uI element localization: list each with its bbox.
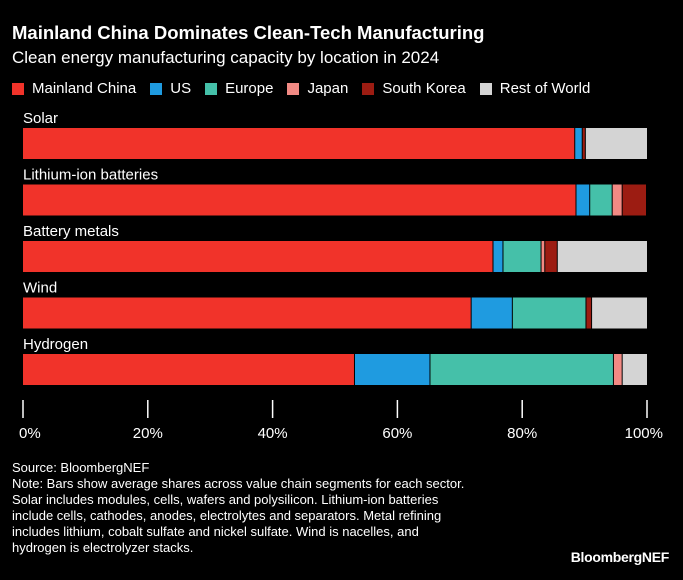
bar-segment — [23, 297, 471, 329]
note-line: Note: Bars show average shares across va… — [12, 476, 465, 491]
bar-segment — [545, 241, 557, 272]
legend: Mainland China US Europe Japan South Korea Re… — [12, 80, 604, 97]
bar-segment — [557, 241, 647, 272]
bar-segment — [590, 184, 612, 216]
legend-swatch — [362, 82, 375, 95]
legend-item: Europe — [205, 80, 273, 97]
bar-segment — [622, 354, 647, 385]
legend-item: Mainland China — [12, 80, 136, 97]
legend-swatch — [479, 82, 492, 95]
chart-title: Mainland China Dominates Clean-Tech Manu… — [12, 22, 485, 43]
legend-label: Europe — [225, 80, 274, 97]
bar-segment — [23, 354, 354, 385]
x-tick-label: 100% — [625, 425, 663, 442]
legend-swatch — [150, 82, 163, 95]
bar-segment — [622, 184, 646, 216]
bar-segment — [354, 354, 430, 385]
bar-segment — [23, 241, 493, 272]
bar-segment — [541, 241, 545, 272]
x-tick-label: 60% — [382, 425, 412, 442]
x-tick-label: 40% — [258, 425, 288, 442]
bar-segment — [582, 128, 585, 159]
note-line: include cells, cathodes, anodes, electro… — [12, 508, 442, 523]
bar-chart: Solar Lithium-ion batteries Battery metals… — [19, 110, 663, 442]
legend-label: Mainland China — [32, 80, 137, 97]
bar-segment — [23, 128, 575, 159]
bar-segment — [586, 297, 592, 329]
footer-notes: Source: BloombergNEF Note: Bars show ave… — [12, 460, 542, 556]
bar-segment — [612, 184, 622, 216]
legend-label: Japan — [307, 80, 349, 97]
note-line: includes lithium, cobalt sulfate and nic… — [12, 524, 419, 539]
legend-swatch — [12, 82, 24, 95]
note-line: Solar includes modules, cells, wafers an… — [12, 492, 439, 507]
bar-segment — [585, 128, 647, 159]
bar-segment — [430, 354, 613, 385]
note-line: hydrogen is electrolyzer stacks. — [12, 540, 194, 555]
category-label: Lithium-ion batteries — [23, 167, 158, 184]
bar-segment — [512, 297, 586, 329]
legend-item: US — [150, 80, 191, 97]
category-label: Battery metals — [23, 223, 119, 240]
bar-segment — [575, 128, 582, 159]
legend-label: South Korea — [382, 80, 466, 97]
bar-segment — [592, 297, 647, 329]
bar-segment — [471, 297, 512, 329]
legend-label: Rest of World — [499, 80, 591, 97]
category-label: Wind — [23, 280, 57, 297]
x-tick-label: 0% — [19, 425, 41, 442]
legend-item: South Korea — [362, 80, 466, 97]
category-label: Hydrogen — [23, 336, 88, 353]
legend-item: Rest of World — [479, 80, 591, 97]
bar-segment — [493, 241, 503, 272]
bar-segment — [503, 241, 541, 272]
x-tick-label: 20% — [133, 425, 163, 442]
legend-item: Japan — [287, 80, 348, 97]
legend-label: US — [170, 80, 192, 97]
bar-segment — [23, 184, 576, 216]
bloombergnef-logo: BloombergNEF — [570, 549, 670, 565]
chart-subtitle: Clean energy manufacturing capacity by l… — [12, 48, 440, 67]
bar-segment — [613, 354, 622, 385]
legend-swatch — [205, 82, 218, 95]
legend-swatch — [287, 82, 300, 95]
x-tick-label: 80% — [507, 425, 537, 442]
bar-segment — [576, 184, 590, 216]
source-text: Source: BloombergNEF — [12, 460, 150, 475]
category-label: Solar — [23, 110, 58, 127]
